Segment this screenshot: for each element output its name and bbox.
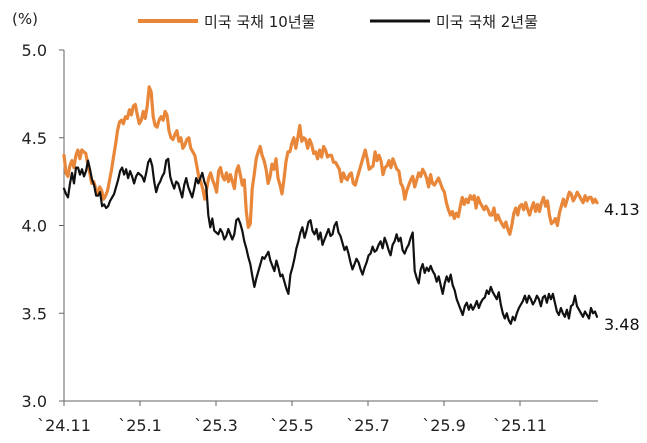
- series-line-2y: [62, 157, 599, 325]
- x-tick-label: `25.11: [493, 416, 547, 435]
- y-axis-unit-label: (%): [12, 10, 38, 28]
- legend-label-2y: 미국 국채 2년물: [436, 13, 538, 31]
- x-tick-label: `25.3: [194, 416, 238, 435]
- x-tick-label: `25.9: [422, 416, 466, 435]
- y-tick-label: 4.5: [22, 129, 47, 148]
- legend-label-10y: 미국 국채 10년물: [204, 13, 315, 31]
- x-tick-label: `25.7: [346, 416, 390, 435]
- end-value-label-10y: 4.13: [604, 200, 640, 219]
- x-tick-label: `25.1: [118, 416, 162, 435]
- x-tick-label: `24.11: [37, 416, 91, 435]
- series-group: [62, 85, 599, 325]
- x-axis-ticks: `24.11 `25.1 `25.3 `25.5 `25.7 `25.9 `25.11: [37, 401, 547, 435]
- end-value-label-2y: 3.48: [604, 315, 640, 334]
- series-line-10y: [62, 85, 599, 236]
- x-tick-label: `25.5: [270, 416, 314, 435]
- legend: 미국 국채 10년물 미국 국채 2년물: [138, 13, 538, 31]
- y-tick-label: 3.5: [22, 304, 47, 323]
- y-tick-label: 4.0: [22, 217, 47, 236]
- y-axis-ticks: 3.0 3.5 4.0 4.5 5.0: [22, 41, 64, 411]
- y-tick-label: 5.0: [22, 41, 47, 60]
- y-tick-label: 3.0: [22, 392, 47, 411]
